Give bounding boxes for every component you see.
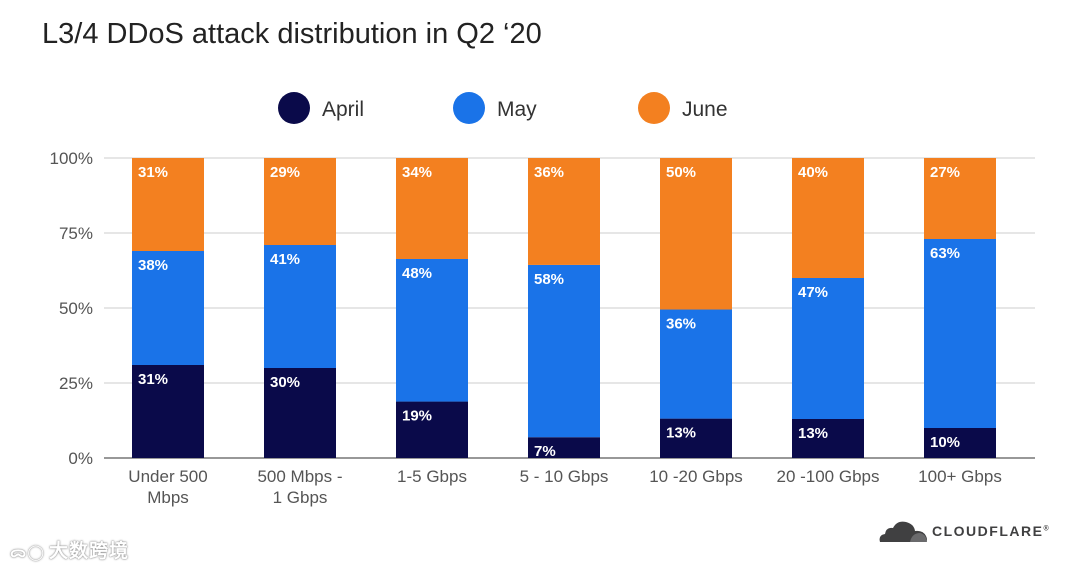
data-label: 48%	[402, 265, 432, 282]
data-label: 31%	[138, 164, 168, 181]
data-label: 40%	[798, 164, 828, 181]
data-label: 36%	[534, 164, 564, 181]
data-label: 19%	[402, 408, 432, 425]
y-tick-label: 100%	[50, 149, 93, 168]
brand-mark-icon: ᯅ◯	[10, 544, 45, 561]
bar-segment	[132, 158, 204, 251]
data-label: 47%	[798, 284, 828, 301]
bar-segment	[264, 158, 336, 245]
data-label: 34%	[402, 164, 432, 181]
y-tick-label: 50%	[59, 299, 93, 318]
bar-segment	[924, 158, 996, 239]
data-label: 29%	[270, 164, 300, 181]
bar-segment	[264, 245, 336, 368]
bar-segment	[132, 365, 204, 458]
bar-segment	[924, 239, 996, 428]
x-tick-label: 100+ Gbps	[918, 467, 1002, 486]
watermark-text: 大数跨境	[49, 541, 130, 562]
chart-title: L3/4 DDoS attack distribution in Q2 ‘20	[42, 18, 542, 50]
x-tick-label: 10 -20 Gbps	[649, 467, 743, 486]
y-tick-label: 75%	[59, 224, 93, 243]
bar-segment	[528, 158, 600, 265]
x-tick-label: 1-5 Gbps	[397, 467, 467, 486]
bar-segment	[792, 419, 864, 458]
bar-segment	[792, 158, 864, 278]
data-label: 31%	[138, 371, 168, 388]
data-label: 13%	[666, 425, 696, 442]
data-label: 30%	[270, 374, 300, 391]
legend: April May June	[278, 92, 728, 124]
x-tick-label: Under 500	[128, 467, 207, 486]
x-tick-label: 1 Gbps	[273, 488, 328, 507]
bar-segment	[792, 278, 864, 419]
x-axis: Under 500 Mbps 500 Mbps - 1 Gbps 1-5 Gbps 5 -…	[128, 467, 1002, 507]
legend-swatch	[453, 92, 485, 124]
legend-label: April	[322, 98, 364, 121]
bar-segment	[264, 368, 336, 458]
data-label: 13%	[798, 425, 828, 442]
data-label: 38%	[138, 257, 168, 274]
legend-swatch	[278, 92, 310, 124]
brand-name: CLOUDFLARE®	[932, 523, 1051, 539]
watermark: ᯅ◯ 大数跨境	[10, 536, 129, 563]
legend-label: May	[497, 98, 537, 121]
data-label: 50%	[666, 164, 696, 181]
data-label: 58%	[534, 271, 564, 288]
bar-segment	[528, 264, 600, 438]
bar-segment	[528, 437, 600, 458]
cloud-icon	[879, 521, 927, 542]
legend-swatch	[638, 92, 670, 124]
bar-segment	[396, 258, 468, 402]
bar-segment	[660, 418, 732, 458]
data-label: 27%	[930, 164, 960, 181]
bar-segment	[660, 309, 732, 419]
legend-label: June	[682, 98, 728, 121]
data-label: 63%	[930, 245, 960, 262]
cloudflare-logo: CLOUDFLARE®	[876, 518, 1050, 544]
data-label: 41%	[270, 251, 300, 268]
bar-segment	[924, 428, 996, 458]
x-tick-label: 500 Mbps -	[257, 467, 342, 486]
y-tick-label: 25%	[59, 374, 93, 393]
data-labels: 31% 38% 31% 30% 41% 29% 19% 48% 34% 7% 58% 36% 13% 36…	[138, 164, 960, 460]
data-label: 10%	[930, 434, 960, 451]
bars	[132, 158, 996, 458]
data-label: 36%	[666, 316, 696, 333]
bar-segment	[132, 251, 204, 365]
x-tick-label: Mbps	[147, 488, 189, 507]
x-tick-label: 5 - 10 Gbps	[520, 467, 609, 486]
data-label: 7%	[534, 443, 556, 460]
x-tick-label: 20 -100 Gbps	[776, 467, 879, 486]
y-axis: 0% 25% 50% 75% 100%	[50, 149, 93, 468]
bar-segment	[396, 158, 468, 259]
y-tick-label: 0%	[68, 449, 93, 468]
bar-segment	[660, 158, 732, 310]
bar-segment	[396, 401, 468, 458]
